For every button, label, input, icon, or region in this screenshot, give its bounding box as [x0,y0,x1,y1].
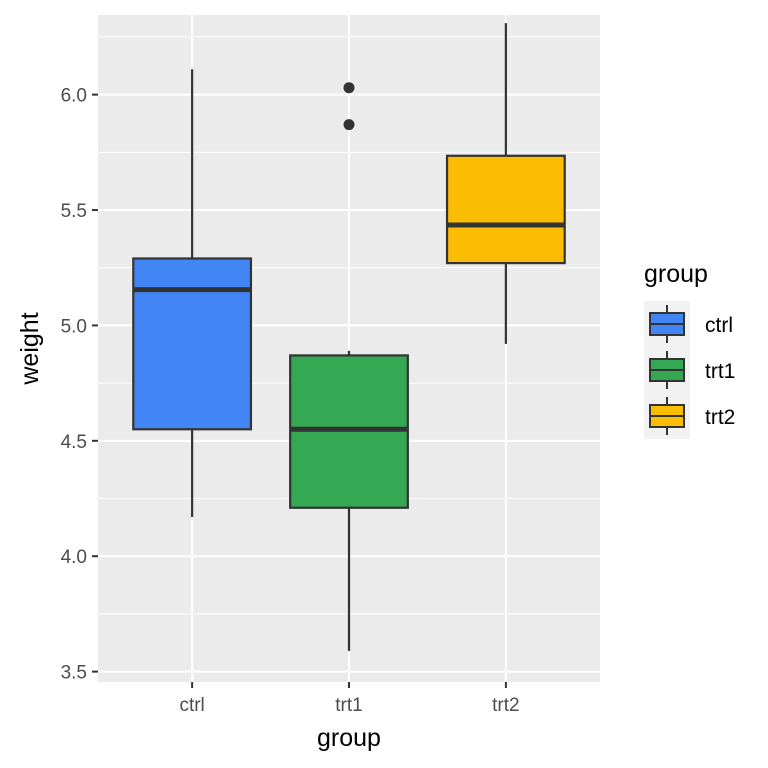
box-body [445,154,566,265]
legend-item-trt1: trt1 [649,351,735,389]
y-axis-title: weight [16,312,44,385]
box-trt1 [289,82,409,651]
legend-item-ctrl: ctrl [649,305,733,343]
box-ctrl [132,69,253,517]
box-trt2 [445,23,566,344]
x-tick-label: trt1 [335,695,362,716]
legend-title: group [644,260,708,288]
outlier-point [343,82,355,94]
legend-label: trt1 [705,360,735,383]
y-tick-label: 5.5 [61,201,87,222]
y-tick-label: 4.5 [61,432,87,453]
legend-item-trt2: trt2 [649,397,735,435]
y-axis: 3.5 4.0 4.5 5.0 5.5 6.0 [61,86,98,684]
box-body [132,257,253,431]
y-tick-label: 5.0 [61,316,87,337]
outlier-point [343,119,355,131]
legend-label: ctrl [705,314,733,337]
y-tick-label: 6.0 [61,86,87,107]
legend-label: trt2 [705,406,735,429]
x-axis-title: group [317,724,381,752]
y-tick-label: 3.5 [61,663,87,684]
boxes [132,23,566,651]
x-tick-label: trt2 [492,695,519,716]
x-axis: ctrl trt1 trt2 [179,682,520,716]
x-tick-label: ctrl [179,695,204,716]
y-tick-label: 4.0 [61,547,87,568]
legend: group ctrl trt1 trt2 [644,260,735,439]
